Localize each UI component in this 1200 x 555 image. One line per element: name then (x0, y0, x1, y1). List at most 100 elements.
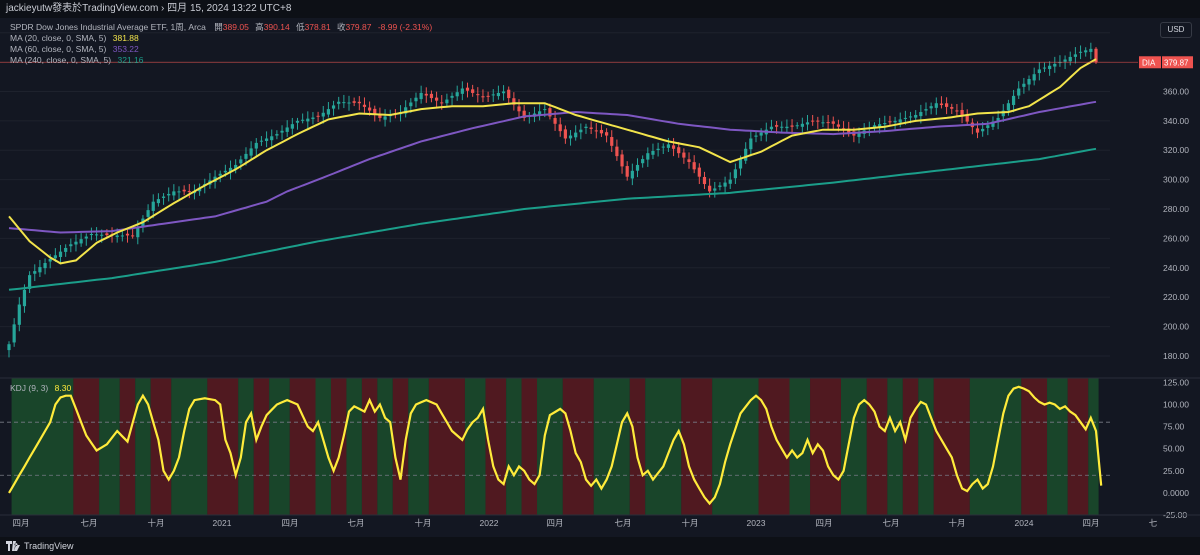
candle-body (795, 125, 799, 127)
time-tick-label: 2021 (213, 518, 232, 528)
symbol-name: SPDR Dow Jones Industrial Average ETF, 1… (10, 22, 206, 32)
candle-body (378, 114, 382, 118)
kdj-band-down (119, 378, 136, 515)
candle-body (996, 117, 1000, 123)
candle-body (316, 115, 320, 117)
kdj-band-down (521, 378, 538, 515)
footer-brand: TradingView (24, 541, 74, 551)
candle-body (991, 121, 995, 127)
kdj-legend[interactable]: KDJ (9, 3) 8.30 (10, 383, 71, 394)
ma240-legend[interactable]: MA (240, close, 0, SMA, 5) 321.16 (10, 55, 143, 66)
price-tick-label: 320.00 (1163, 145, 1189, 155)
candle-body (666, 144, 671, 148)
candle-body (306, 118, 310, 122)
candle-body (321, 112, 325, 117)
candle-body (945, 103, 949, 107)
time-tick-label: 2022 (480, 518, 499, 528)
candle-body (362, 104, 367, 107)
candle-body (115, 235, 119, 238)
candle-body (136, 227, 140, 238)
currency-button[interactable]: USD (1160, 22, 1192, 38)
candle-body (888, 121, 892, 123)
time-tick-label: 2024 (1015, 518, 1034, 528)
candle-body (800, 123, 804, 127)
time-tick-label: 四月 (281, 518, 298, 528)
kdj-band-up (269, 378, 290, 515)
candle-body (635, 164, 640, 171)
price-tag-value: 379.87 (1164, 58, 1189, 67)
candle-body (955, 110, 959, 112)
candle-body (919, 112, 923, 117)
ma20-legend[interactable]: MA (20, close, 0, SMA, 5) 381.88 (10, 33, 139, 44)
candle-body (89, 234, 94, 236)
kdj-band-down (361, 378, 378, 515)
kdj-tick-label: 0.0000 (1163, 488, 1189, 498)
candle-body (254, 142, 258, 149)
kdj-band-down (902, 378, 919, 515)
candle-body (780, 126, 784, 128)
kdj-band-down (330, 378, 347, 515)
candle-body (22, 289, 27, 307)
candle-body (1068, 56, 1072, 62)
candle-body (1027, 78, 1031, 85)
ma240-label: MA (240, close, 0, SMA, 5) (10, 55, 112, 65)
candle-body (234, 164, 238, 169)
ma20-line (8, 58, 1097, 265)
open-value: 389.05 (222, 22, 249, 32)
price-tick-label: 220.00 (1163, 292, 1189, 302)
candle-body (290, 124, 294, 129)
candle-body (146, 210, 150, 217)
candle-body (738, 159, 743, 169)
time-axis: 四月 七月 十月 2021 四月 七月 十月 2022 四月 七月 十月 2023 四月 七月 十月 2024… (0, 514, 1200, 528)
candle-body (223, 170, 227, 173)
kdj-band-up (789, 378, 811, 515)
kdj-band-up (11, 378, 74, 515)
candle-body (836, 124, 841, 127)
candle-body (610, 137, 614, 146)
kdj-band-down (207, 378, 239, 515)
candle-body (548, 108, 552, 117)
price-tick-label: 260.00 (1163, 233, 1189, 243)
candle-body (259, 140, 264, 142)
candle-body (383, 116, 387, 120)
candle-body (156, 199, 160, 204)
candle-body (28, 275, 32, 289)
candle-body (1084, 50, 1088, 53)
candle-body (331, 105, 336, 109)
chart-area[interactable]: 400.00380.00360.00340.00320.00300.00280.… (0, 18, 1200, 537)
candle-body (496, 92, 501, 97)
ma60-legend[interactable]: MA (60, close, 0, SMA, 5) 353.22 (10, 44, 139, 55)
kdj-band-up (593, 378, 630, 515)
kdj-band-up (315, 378, 331, 515)
candle-body (172, 191, 176, 196)
candle-body (228, 167, 233, 173)
kdj-band-up (1088, 378, 1099, 515)
close-label: 收 (336, 22, 346, 32)
candle-body (471, 89, 475, 93)
ma60-value: 353.22 (112, 44, 139, 54)
candle-body (975, 128, 980, 133)
ma240-value: 321.16 (117, 55, 144, 65)
kdj-band-up (171, 378, 208, 515)
price-axis: 400.00380.00360.00340.00320.00300.00280.… (1139, 28, 1193, 520)
candle-body (651, 150, 655, 155)
kdj-band-up (238, 378, 254, 515)
candle-body (1022, 83, 1026, 87)
candle-body (455, 92, 459, 97)
candle-body (620, 154, 624, 167)
kdj-band-down (1067, 378, 1089, 515)
candle-body (656, 148, 660, 151)
kdj-tick-label: 75.00 (1163, 422, 1185, 432)
change-value: -8.99 (-2.31%) (377, 22, 433, 32)
candle-body (893, 120, 897, 123)
candle-body (630, 170, 634, 179)
candle-body (1048, 65, 1052, 70)
candle-body (641, 159, 645, 164)
candle-body (357, 101, 361, 104)
candle-body (702, 176, 707, 185)
candle-body (903, 117, 907, 119)
kdj-tick-label: 125.00 (1163, 377, 1189, 387)
kdj-band-down (1021, 378, 1048, 515)
kdj-band-down (73, 378, 100, 515)
